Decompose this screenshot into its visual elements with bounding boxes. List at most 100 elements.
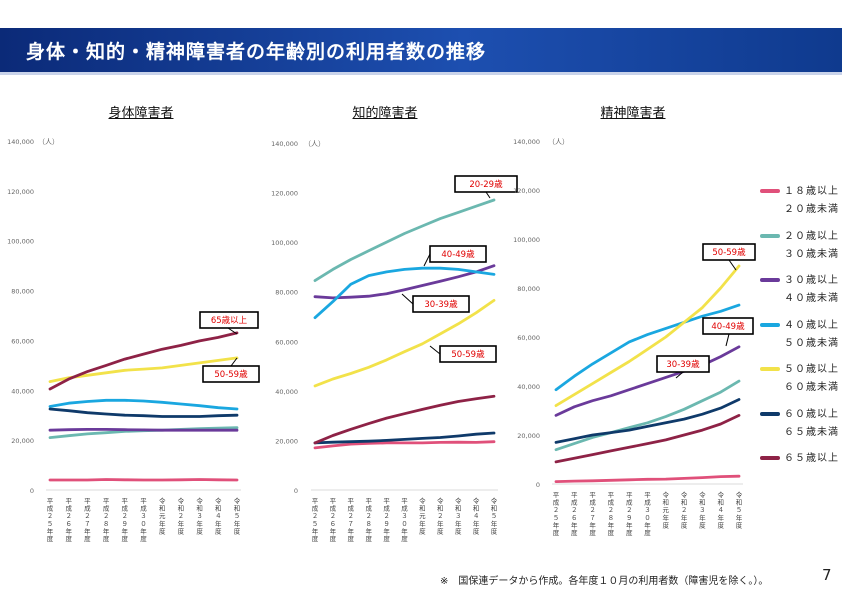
x-tick-label: 令和元年度 [419,496,426,535]
legend-swatch [760,322,780,327]
series-line [313,264,496,300]
y-tick-label: 140,000 [7,138,34,146]
header-underline [0,72,842,75]
x-tick-label: 令和３年度 [455,496,462,535]
y-tick-label: 0 [30,487,34,495]
annotation-label: 20-29歳 [469,179,503,190]
annotation-label: 30-39歳 [424,299,458,310]
legend-item: ６０歳以上 ６５歳未満 [760,407,840,452]
legend-label: ２０歳以上 ３０歳未満 [784,230,839,260]
annotation-leader [423,253,431,267]
annotation-box [199,311,259,329]
series-line [48,427,239,432]
legend-swatch [760,456,780,460]
x-tick-label: 令和元年度 [159,496,166,535]
y-tick-label: 120,000 [271,190,298,198]
annotation-leader [728,259,737,271]
panel-title-physical: 身体障害者 [108,106,174,121]
x-tick-label: 平成２９年度 [383,497,390,543]
x-tick-label: 平成２７年度 [348,497,355,543]
x-tick-label: 平成２５年度 [312,497,319,543]
legend-swatch [760,189,780,193]
legend-label: ６５歳以上 [784,453,839,464]
annotation-label: 50-59歳 [712,247,746,258]
x-tick-label: 令和２年度 [437,496,444,535]
legend-item: ２０歳以上 ３０歳未満 [760,229,840,274]
x-tick-label: 令和５年度 [736,490,743,529]
y-tick-label: 40,000 [517,383,540,391]
legend-swatch [760,233,780,238]
annotation-leader [675,371,684,379]
page-number: 7 [822,566,832,584]
annotation-box [439,345,497,363]
y-tick-label: 40,000 [275,388,298,396]
x-tick-label: 平成２５年度 [47,497,54,543]
series-line [48,407,239,418]
annotation-box [454,175,518,193]
x-tick-label: 令和５年度 [491,496,498,535]
series-line [48,356,239,384]
x-tick-label: 平成２９年度 [122,497,129,543]
x-tick-label: 平成３０年度 [401,497,408,543]
series-line [313,198,496,283]
y-axis-unit: （人） [304,140,325,148]
panel-title-mental: 精神障害者 [600,106,666,121]
x-tick-label: 平成３０年度 [140,497,147,543]
y-tick-label: 80,000 [275,289,298,297]
annotation-label: 40-49歳 [711,321,745,332]
annotation-leader [485,191,491,199]
footnote: ※ 国保連データから作成。各年度１０月の利用者数（障害児を除く。）。 [440,576,769,587]
y-tick-label: 140,000 [513,138,540,146]
annotation-label: 65歳以上 [211,315,248,326]
chart-panel-0: 0 20,000 40,000 60,000 80,000 100,000 120,000 1… [7,138,260,543]
series-line [48,331,239,391]
y-tick-label: 20,000 [517,432,540,440]
legend-item: ５０歳以上 ６０歳未満 [760,362,840,407]
series-line [48,398,239,411]
legend-item: ３０歳以上 ４０歳未満 [760,273,840,318]
y-axis-unit: （人） [548,138,569,146]
series-line [313,431,496,445]
series-line [554,413,741,464]
x-tick-label: 令和５年度 [234,496,241,535]
x-tick-label: 平成２７年度 [84,497,91,543]
annotation-label: 40-49歳 [441,249,475,260]
y-tick-label: 120,000 [513,187,540,195]
y-tick-label: 100,000 [7,238,34,246]
series-line [554,379,741,452]
x-tick-label: 平成２６年度 [65,497,72,543]
annotation-box [429,245,487,263]
y-tick-label: 40,000 [11,387,34,395]
annotation-label: 50-59歳 [451,349,485,360]
legend-label: ４０歳以上 ５０歳未満 [784,319,839,349]
legend-swatch [760,367,780,371]
legend-swatch [760,411,780,416]
y-tick-label: 100,000 [513,236,540,244]
series-line [554,345,741,417]
x-tick-label: 令和元年度 [663,490,670,529]
annotation-box [656,355,710,373]
x-tick-label: 平成３０年度 [644,491,651,537]
chart-panel-2: 0 20,000 40,000 60,000 80,000 100,000 120,000 1… [513,138,756,537]
x-tick-label: 令和４年度 [473,496,480,535]
legend: １８歳以上 ２０歳未満 ２０歳以上 ３０歳未満 ３０歳以上 ４０歳未満 ４０歳以… [760,184,840,496]
y-tick-label: 80,000 [517,285,540,293]
y-tick-label: 20,000 [275,437,298,445]
series-line [313,440,496,450]
annotation-leader [227,327,238,335]
series-line [313,298,496,388]
series-line [554,264,741,408]
y-tick-label: 20,000 [11,437,34,445]
legend-label: ６０歳以上 ６５歳未満 [784,408,839,438]
annotation-box [702,317,754,335]
x-tick-label: 平成２８年度 [608,491,615,537]
chart-panel-1: 0 20,000 40,000 60,000 80,000 100,000 120,000 1… [271,140,518,543]
legend-item: １８歳以上 ２０歳未満 [760,184,840,229]
annotation-leader [401,293,414,305]
y-tick-label: 60,000 [517,334,540,342]
annotation-box [202,365,260,383]
y-tick-label: 80,000 [11,288,34,296]
legend-label: ５０歳以上 ６０歳未満 [784,364,839,393]
y-tick-label: 60,000 [11,337,34,345]
x-tick-label: 令和３年度 [699,490,706,529]
